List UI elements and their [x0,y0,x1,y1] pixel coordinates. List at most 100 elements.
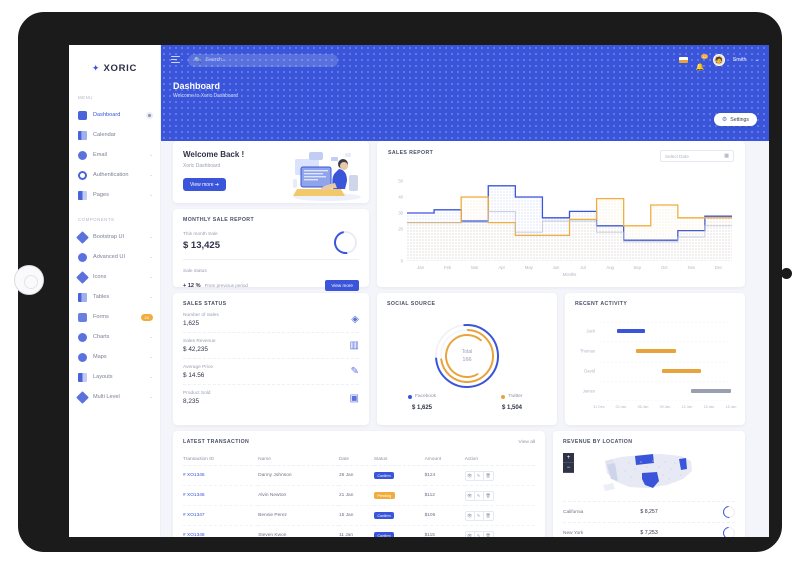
date-placeholder: Select Date [665,153,689,159]
chevron-down-icon[interactable]: ⌄ [149,334,153,339]
chevron-down-icon[interactable]: ⌄ [149,254,153,259]
gantt-x-tick: 18 Jan [725,405,737,409]
table-row[interactable]: # XO1347 Bennie Perez 15 Jan Confirm $10… [183,505,535,526]
chevron-down-icon[interactable]: ⌄ [149,172,153,177]
sidebar-item-authentication[interactable]: Authentication ⌄ [69,165,160,185]
cell-transaction-id[interactable]: # XO1345 [183,465,259,486]
content-area: Welcome Back ! Xoric Dashboard View more… [161,131,769,537]
legend-value: $ 1,504 [501,405,523,411]
brand-logo[interactable]: ✦ XORIC [69,53,160,83]
cell-action: 👁 ✎ 🗑 [464,485,535,506]
cell-action: 👁 ✎ 🗑 [464,505,535,526]
welcome-subtitle: Xoric Dashboard [183,163,221,169]
gantt-bar[interactable] [662,369,701,373]
sidebar-item-label: Pages [93,192,109,198]
sidebar-item-icons[interactable]: Icons ⌄ [69,267,160,287]
calendar-icon: ▦ [724,153,729,159]
sales-status-row: Number of Sales 1,625 ◈ [183,307,359,333]
bar-chart-icon: ▥ [349,340,359,351]
chevron-down-icon[interactable]: ⌄ [149,192,153,197]
x-axis-tick: May [524,265,533,270]
language-flag-icon[interactable] [678,57,688,63]
table-column-header: Amount [424,454,465,466]
gantt-x-tick: 03 Jan [615,405,627,409]
sidebar-item-tables[interactable]: Tables ⌄ [69,287,160,307]
location-progress-ring [720,503,738,521]
bootstrap-icon [76,230,89,244]
map-zoom-in-button[interactable]: + [563,453,574,463]
x-axis-tick: Jan [417,265,424,270]
notifications-button[interactable]: 🔔 12 [696,53,709,71]
gantt-bar[interactable] [635,349,676,353]
date-select[interactable]: Select Date ▦ [660,150,734,162]
table-row[interactable]: # XO1345 Danny Johnson 26 Jan Confirm $1… [183,465,535,486]
search-input[interactable] [205,57,332,63]
home-button[interactable] [781,268,792,279]
sidebar-item-forms[interactable]: Forms 24 [69,307,160,327]
cell-transaction-id[interactable]: # XO1348 [183,525,259,537]
table-row[interactable]: # XO1348 Steven Kwon 11 Jan Confirm $115… [183,525,535,538]
edit-icon[interactable]: ✎ [475,511,484,520]
settings-button[interactable]: ⚙ Settings [713,113,757,126]
delete-icon[interactable]: 🗑 [485,512,491,518]
sidebar-item-pages[interactable]: Pages ⌄ [69,185,160,205]
view-icon[interactable]: 👁 [466,531,475,537]
sidebar-item-bootstrap-ui[interactable]: Bootstrap UI ⌄ [69,227,160,247]
location-name: California [563,509,584,515]
sidebar-item-calendar[interactable]: Calendar [69,125,160,145]
sidebar-section-menu: MENU [78,95,93,100]
sales-status-card: SALES STATUS Number of Sales 1,625 ◈ Sal… [173,293,369,425]
edit-icon[interactable]: ✎ [475,491,484,500]
chevron-down-icon[interactable]: ⌄ [149,394,153,399]
chevron-down-icon[interactable]: ⌄ [149,234,153,239]
gantt-bar[interactable] [691,389,731,393]
sidebar-item-dashboard[interactable]: Dashboard [69,105,160,125]
monthly-view-more-button[interactable]: View more [325,280,359,291]
cell-transaction-id[interactable]: # XO1347 [183,505,259,526]
layout-icon [78,372,87,382]
sidebar-component-list: Bootstrap UI ⌄ Advanced UI ⌄ Icons ⌄ Tab… [69,227,160,407]
sidebar-item-advanced-ui[interactable]: Advanced UI ⌄ [69,247,160,267]
sidebar-item-charts[interactable]: Charts ⌄ [69,327,160,347]
view-all-link[interactable]: View all [518,440,535,445]
chevron-down-icon[interactable]: ⌄ [754,57,759,63]
search-box[interactable]: 🔍 [188,53,338,67]
chevron-down-icon[interactable]: ⌄ [149,374,153,379]
sidebar-item-label: Email [93,152,107,158]
gantt-x-tick: 09 Jan [659,405,671,409]
view-icon[interactable]: 👁 [466,511,475,520]
sidebar-item-email[interactable]: Email ⌄ [69,145,160,165]
delete-icon[interactable]: 🗑 [485,472,491,478]
avatar[interactable]: 🧑 [712,54,725,66]
lock-icon [78,170,87,180]
social-legend: Facebook $ 1,625 Twitter $ 1,504 [377,394,557,411]
view-icon[interactable]: 👁 [466,471,475,480]
gantt-bar[interactable] [617,329,646,333]
delete-icon[interactable]: 🗑 [485,492,491,498]
chevron-down-icon[interactable]: ⌄ [149,152,153,157]
table-row[interactable]: # XO1346 Alvin Newton 21 Jan Pending $11… [183,485,535,506]
sales-status-value: 1,625 [183,319,199,327]
cell-amount: $112 [424,485,465,506]
chevron-down-icon[interactable]: ⌄ [149,274,153,279]
view-icon[interactable]: 👁 [466,491,475,500]
sidebar-item-maps[interactable]: Maps ⌄ [69,347,160,367]
chevron-down-icon[interactable]: ⌄ [149,294,153,299]
delete-icon[interactable]: 🗑 [485,532,491,538]
y-axis-tick: 0 [400,258,403,264]
sidebar-item-multi-level[interactable]: Multi Level ⌄ [69,387,160,407]
hamburger-menu-icon[interactable] [171,56,180,64]
gantt-x-tick: 31 Dec [593,405,605,409]
map-zoom-out-button[interactable]: − [563,463,574,473]
box-icon: ▣ [349,392,359,404]
usa-map[interactable] [595,449,703,495]
sidebar-item-layouts[interactable]: Layouts ⌄ [69,367,160,387]
welcome-view-more-button[interactable]: View more ➜ [183,178,227,191]
topbar: 🔍 🔔 12 🧑 Smith ⌄ [161,45,769,75]
form-icon [78,312,87,322]
cell-transaction-id[interactable]: # XO1346 [183,485,259,506]
edit-icon[interactable]: ✎ [475,531,484,537]
sales-report-chart: 0 20 30 40 50 Jan Feb Mar Apr May Jun Jul Aug Sep Oct N… [398,173,732,277]
chevron-down-icon[interactable]: ⌄ [149,354,153,359]
edit-icon[interactable]: ✎ [475,471,484,480]
